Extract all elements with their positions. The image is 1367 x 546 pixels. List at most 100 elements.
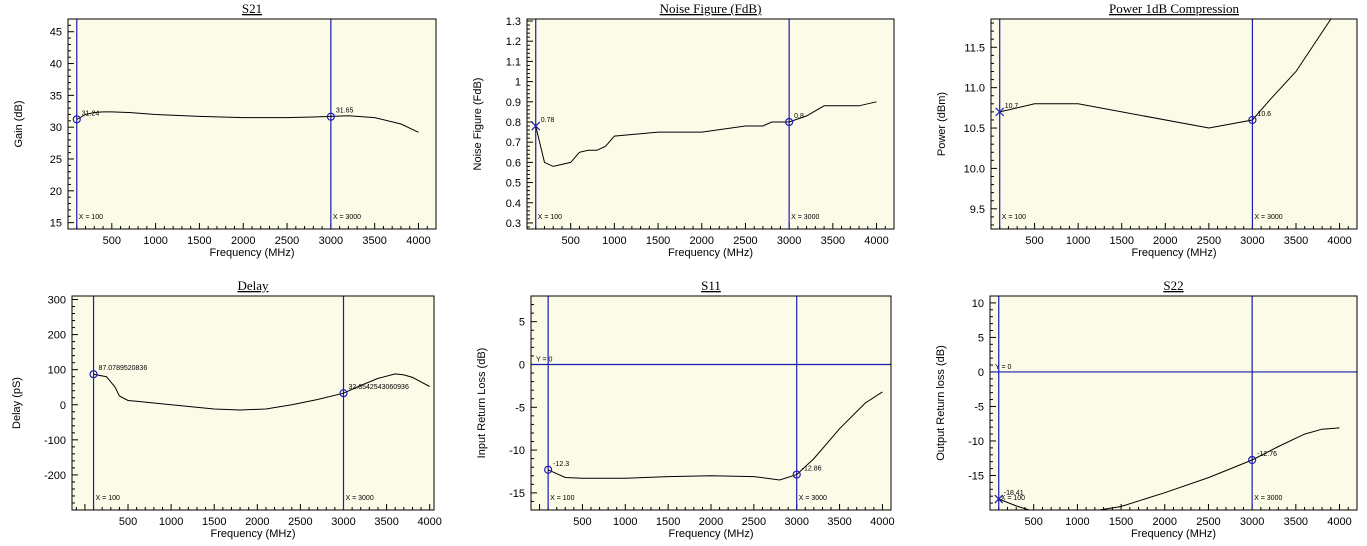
y-tick-label: 0.6 — [506, 157, 521, 169]
x-tick-label: 4000 — [870, 516, 894, 528]
x-tick-label: 2000 — [699, 516, 723, 528]
x-tick-label: 3000 — [1240, 516, 1264, 528]
y-tick-label: 25 — [50, 154, 62, 166]
y-tick-label: 5 — [519, 317, 525, 329]
plot-area — [72, 296, 434, 510]
x-tick-label: 1500 — [187, 235, 211, 247]
x-axis-label: Frequency (MHz) — [669, 528, 754, 540]
data-marker — [1248, 115, 1257, 125]
y-tick-label: 11.0 — [964, 83, 985, 95]
y-tick-label: 0 — [978, 367, 984, 379]
y-tick-label: 9.5 — [970, 204, 985, 216]
data-marker — [531, 121, 541, 131]
y-tick-label: 30 — [50, 122, 62, 134]
vline-label: X = 3000 — [1254, 495, 1282, 502]
x-tick-label: 4000 — [417, 516, 441, 528]
marker-label: 0.8 — [794, 113, 804, 120]
x-tick-label: 3000 — [1240, 235, 1264, 247]
vline-label: X = 100 — [1002, 214, 1026, 221]
y-tick-label: 20 — [50, 186, 62, 198]
y-tick-label: 10.0 — [964, 163, 985, 175]
x-tick-label: 3000 — [784, 516, 808, 528]
y-tick-label: 11.5 — [964, 42, 985, 54]
x-tick-label: 500 — [1025, 235, 1043, 247]
plot-frame — [989, 295, 1358, 511]
series-line — [547, 391, 883, 481]
y-tick-label: -15 — [509, 488, 525, 500]
y-tick-label: 40 — [50, 59, 62, 71]
x-tick-label: 2500 — [733, 235, 757, 247]
x-tick-label: 2000 — [690, 235, 714, 247]
plot-area — [531, 296, 891, 510]
chart-panel-5: S11 500 1000 1500 2000 2500 3000 3500 4000 -15 -10… — [476, 278, 895, 540]
marker-label: -12.3 — [553, 461, 569, 468]
series-line — [998, 427, 1340, 510]
x-tick-label: 3000 — [777, 235, 801, 247]
series-line — [93, 373, 430, 411]
x-tick-label: 2500 — [288, 516, 312, 528]
y-tick-label: -10 — [509, 445, 525, 457]
data-marker — [72, 115, 81, 124]
y-axis-label: Output Return loss (dB) — [935, 345, 947, 461]
y-tick-label: 0.5 — [506, 178, 521, 190]
x-axis-label: Frequency (MHz) — [1131, 528, 1216, 540]
x-tick-label: 1000 — [143, 235, 167, 247]
vline-label: X = 3000 — [333, 214, 361, 221]
marker-label: -12.76 — [1257, 451, 1277, 458]
y-tick-label: 1 — [515, 77, 521, 89]
y-tick-label: 0.7 — [506, 137, 521, 149]
x-tick-label: 2500 — [275, 235, 299, 247]
y-tick-label: 1.1 — [506, 56, 521, 68]
y-tick-label: 0.3 — [506, 218, 521, 230]
x-tick-label: 1500 — [202, 516, 226, 528]
x-tick-label: 1000 — [1065, 516, 1089, 528]
y-tick-label: -15 — [968, 470, 984, 482]
plot-frame — [67, 18, 437, 230]
y-tick-label: 300 — [48, 295, 66, 307]
data-marker — [326, 112, 335, 121]
x-tick-label: 500 — [562, 235, 580, 247]
x-tick-label: 500 — [573, 516, 591, 528]
y-tick-label: -5 — [974, 401, 984, 413]
x-tick-label: 3500 — [374, 516, 398, 528]
y-tick-label: -5 — [515, 402, 525, 414]
vline-label: X = 100 — [550, 495, 574, 502]
y-tick-label: 0.4 — [506, 198, 521, 210]
marker-label: -18.41 — [1004, 490, 1024, 497]
chart-title: S22 — [1163, 278, 1183, 293]
x-tick-label: 1000 — [159, 516, 183, 528]
y-tick-label: 0.9 — [506, 97, 521, 109]
marker-label: 32.8542543060936 — [349, 384, 409, 391]
x-tick-label: 2000 — [1153, 516, 1177, 528]
plot-frame — [990, 18, 1358, 230]
series-line — [999, 19, 1332, 129]
x-tick-label: 500 — [1025, 516, 1043, 528]
x-axis-label: Frequency (MHz) — [211, 528, 296, 540]
x-tick-label: 3500 — [1284, 235, 1308, 247]
y-tick-label: 15 — [50, 218, 62, 230]
x-tick-label: 4000 — [1327, 516, 1351, 528]
x-tick-label: 1500 — [1109, 516, 1133, 528]
y-axis-label: Power (dBm) — [936, 92, 948, 156]
y-tick-label: -10 — [968, 436, 984, 448]
hline-label: Y = 0 — [536, 356, 553, 363]
x-tick-label: 1000 — [613, 516, 637, 528]
x-tick-label: 1500 — [1109, 235, 1133, 247]
y-axis-label: Noise Figure (FdB) — [472, 78, 484, 171]
vline-label: X = 100 — [1001, 495, 1025, 502]
plot-area — [527, 19, 894, 229]
y-tick-label: 35 — [50, 90, 62, 102]
y-tick-label: -100 — [44, 435, 66, 447]
x-tick-label: 500 — [119, 516, 137, 528]
plot-frame — [526, 18, 895, 230]
vline-label: X = 3000 — [799, 495, 827, 502]
marker-label: 10.7 — [1005, 103, 1019, 110]
y-tick-label: 5 — [978, 332, 984, 344]
x-tick-label: 3000 — [319, 235, 343, 247]
x-tick-label: 1500 — [646, 235, 670, 247]
hline-label: Y = 0 — [995, 364, 1012, 371]
data-marker — [339, 389, 348, 398]
